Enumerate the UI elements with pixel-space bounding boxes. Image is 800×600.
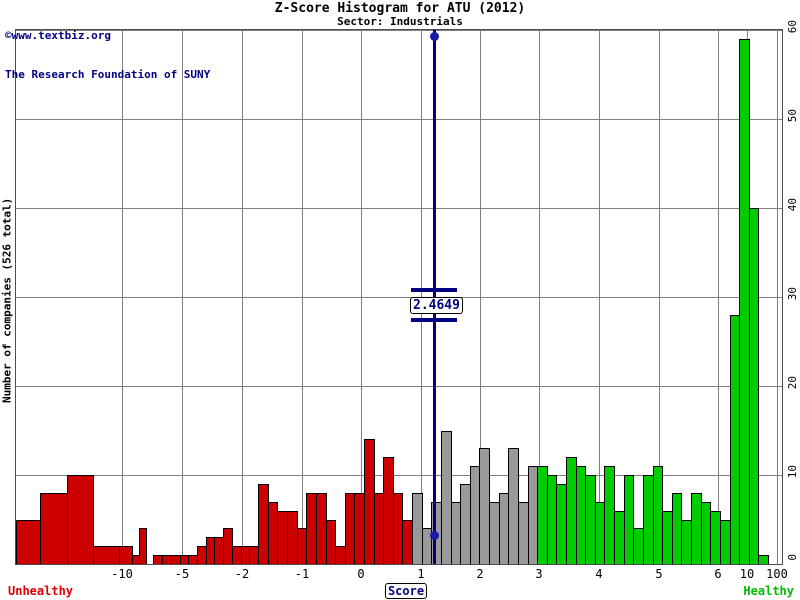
gridline-x--5	[182, 30, 183, 564]
histogram-bar	[325, 519, 337, 564]
x-tick-label: 100	[766, 567, 788, 581]
x-tick-label: 4	[595, 567, 603, 581]
gridline-y-60	[16, 30, 782, 31]
gridline-x--1	[302, 30, 303, 564]
score-value-label: 2.4649	[410, 297, 463, 314]
x-axis-label: Score	[384, 583, 428, 599]
y-tick-label: 10	[786, 465, 799, 479]
x-tick-label: 10	[739, 567, 755, 581]
y-tick-label: 50	[786, 109, 799, 123]
x-tick-label: -5	[174, 567, 190, 581]
gridline-y-50	[16, 119, 782, 120]
y-tick-label: 40	[786, 198, 799, 212]
gridline-x-4	[599, 30, 600, 564]
gridline-x-5	[659, 30, 660, 564]
gridline-x-3	[539, 30, 540, 564]
score-marker-dot-bottom	[430, 531, 439, 540]
healthy-label: Healthy	[743, 584, 794, 598]
gridline-y-20	[16, 386, 782, 387]
gridline-x--10	[122, 30, 123, 564]
score-marker-bracket-bottom	[411, 318, 457, 322]
x-tick-label: 5	[655, 567, 663, 581]
watermark-line-1: ©www.textbiz.org	[5, 29, 111, 42]
histogram-bar	[748, 208, 760, 564]
y-tick-label: 60	[786, 20, 799, 34]
histogram-bar	[440, 430, 452, 564]
histogram-bar	[16, 519, 42, 564]
x-tick-label: 0	[357, 567, 365, 581]
x-tick-label: 3	[535, 567, 543, 581]
unhealthy-label: Unhealthy	[8, 584, 74, 598]
x-tick-label: -10	[111, 567, 133, 581]
x-tick-label: -2	[234, 567, 250, 581]
histogram-bar	[758, 555, 769, 564]
gridline-x-100	[777, 30, 778, 564]
y-tick-label: 30	[786, 287, 799, 301]
chart-subtitle: Sector: Industrials	[337, 15, 463, 28]
gridline-x-2	[480, 30, 481, 564]
gridline-x--2	[242, 30, 243, 564]
y-tick-label: 20	[786, 376, 799, 390]
gridline-y-40	[16, 208, 782, 209]
gridline-x-0	[361, 30, 362, 564]
gridline-x-6	[718, 30, 719, 564]
histogram-bar	[623, 475, 635, 564]
score-marker-dot-top	[430, 32, 439, 41]
histogram-bar	[119, 546, 134, 564]
histogram-bar	[66, 475, 94, 564]
plot-area: 2.4649	[15, 29, 783, 565]
watermark-line-2: The Research Foundation of SUNY	[5, 68, 211, 81]
histogram-bar	[40, 492, 68, 564]
x-tick-label: 2	[476, 567, 484, 581]
gridline-y-30	[16, 297, 782, 298]
histogram-bar	[139, 528, 148, 564]
x-tick-label: 1	[417, 567, 425, 581]
chart-title: Z-Score Histogram for ATU (2012)	[274, 1, 526, 16]
gridline-y-10	[16, 475, 782, 476]
histogram-bar	[92, 546, 121, 564]
score-marker-bracket-top	[411, 288, 457, 292]
y-tick-label: 0	[786, 554, 799, 561]
x-tick-label: 6	[714, 567, 722, 581]
watermark: ©www.textbiz.org The Research Foundation…	[5, 3, 210, 107]
x-tick-label: -1	[294, 567, 310, 581]
